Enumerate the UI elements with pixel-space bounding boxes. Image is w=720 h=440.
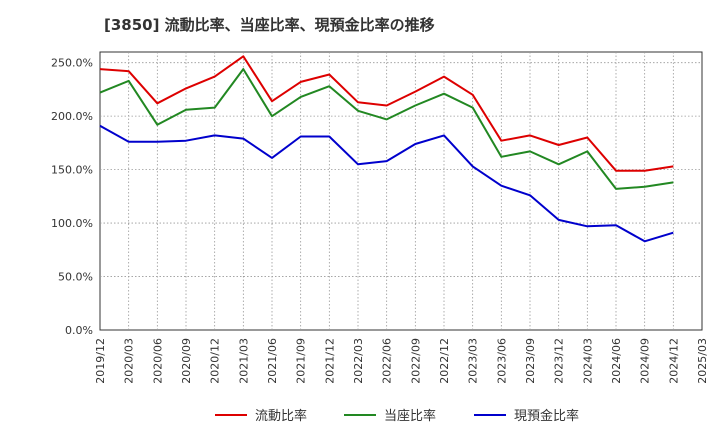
vertical-gridlines [128, 52, 674, 330]
y-tick-label: 150.0% [51, 164, 93, 177]
x-tick-label: 2023/09 [524, 338, 537, 384]
legend: 流動比率 当座比率 現預金比率 [215, 408, 579, 424]
x-tick-label: 2024/12 [667, 338, 680, 384]
y-tick-label: 100.0% [51, 217, 93, 230]
x-tick-label: 2022/03 [352, 338, 365, 384]
y-tick-label: 200.0% [51, 110, 93, 123]
series-line-流動比率 [99, 55, 674, 172]
y-tick-label: 0.0% [65, 324, 93, 337]
x-tick-label: 2021/03 [237, 338, 250, 384]
x-tick-label: 2022/09 [409, 338, 422, 384]
x-tick-label: 2022/06 [381, 338, 394, 384]
legend-label: 当座比率 [384, 408, 436, 424]
chart-title: [3850] 流動比率、当座比率、現預金比率の推移 [104, 16, 435, 34]
series-line-当座比率 [99, 68, 674, 190]
series-lines [99, 55, 674, 243]
y-tick-label: 50.0% [58, 271, 93, 284]
x-tick-label: 2024/09 [639, 338, 652, 384]
legend-label: 流動比率 [255, 408, 307, 424]
x-tick-label: 2020/09 [180, 338, 193, 384]
x-tick-label: 2022/12 [438, 338, 451, 384]
y-axis-tick-labels: 0.0% 50.0% 100.0% 150.0% 200.0% 250.0% [51, 57, 93, 337]
x-tick-label: 2025/03 [696, 338, 709, 384]
x-tick-label: 2020/12 [209, 338, 222, 384]
x-tick-label: 2024/03 [581, 338, 594, 384]
plot-area [99, 51, 703, 331]
x-tick-label: 2020/06 [151, 338, 164, 384]
legend-label: 現預金比率 [514, 408, 579, 424]
x-tick-label: 2024/06 [610, 338, 623, 384]
x-tick-label: 2019/12 [94, 338, 107, 384]
x-tick-label: 2023/06 [495, 338, 508, 384]
x-tick-label: 2021/09 [295, 338, 308, 384]
x-axis-tick-labels: 2019/12 2020/03 2020/06 2020/09 2020/12 2021/… [94, 338, 709, 384]
x-tick-label: 2020/03 [123, 338, 136, 384]
x-tick-label: 2021/06 [266, 338, 279, 384]
x-tick-label: 2023/03 [467, 338, 480, 384]
x-tick-label: 2023/12 [553, 338, 566, 384]
x-tick-label: 2021/12 [323, 338, 336, 384]
series-line-現預金比率 [99, 124, 674, 243]
y-tick-label: 250.0% [51, 57, 93, 70]
